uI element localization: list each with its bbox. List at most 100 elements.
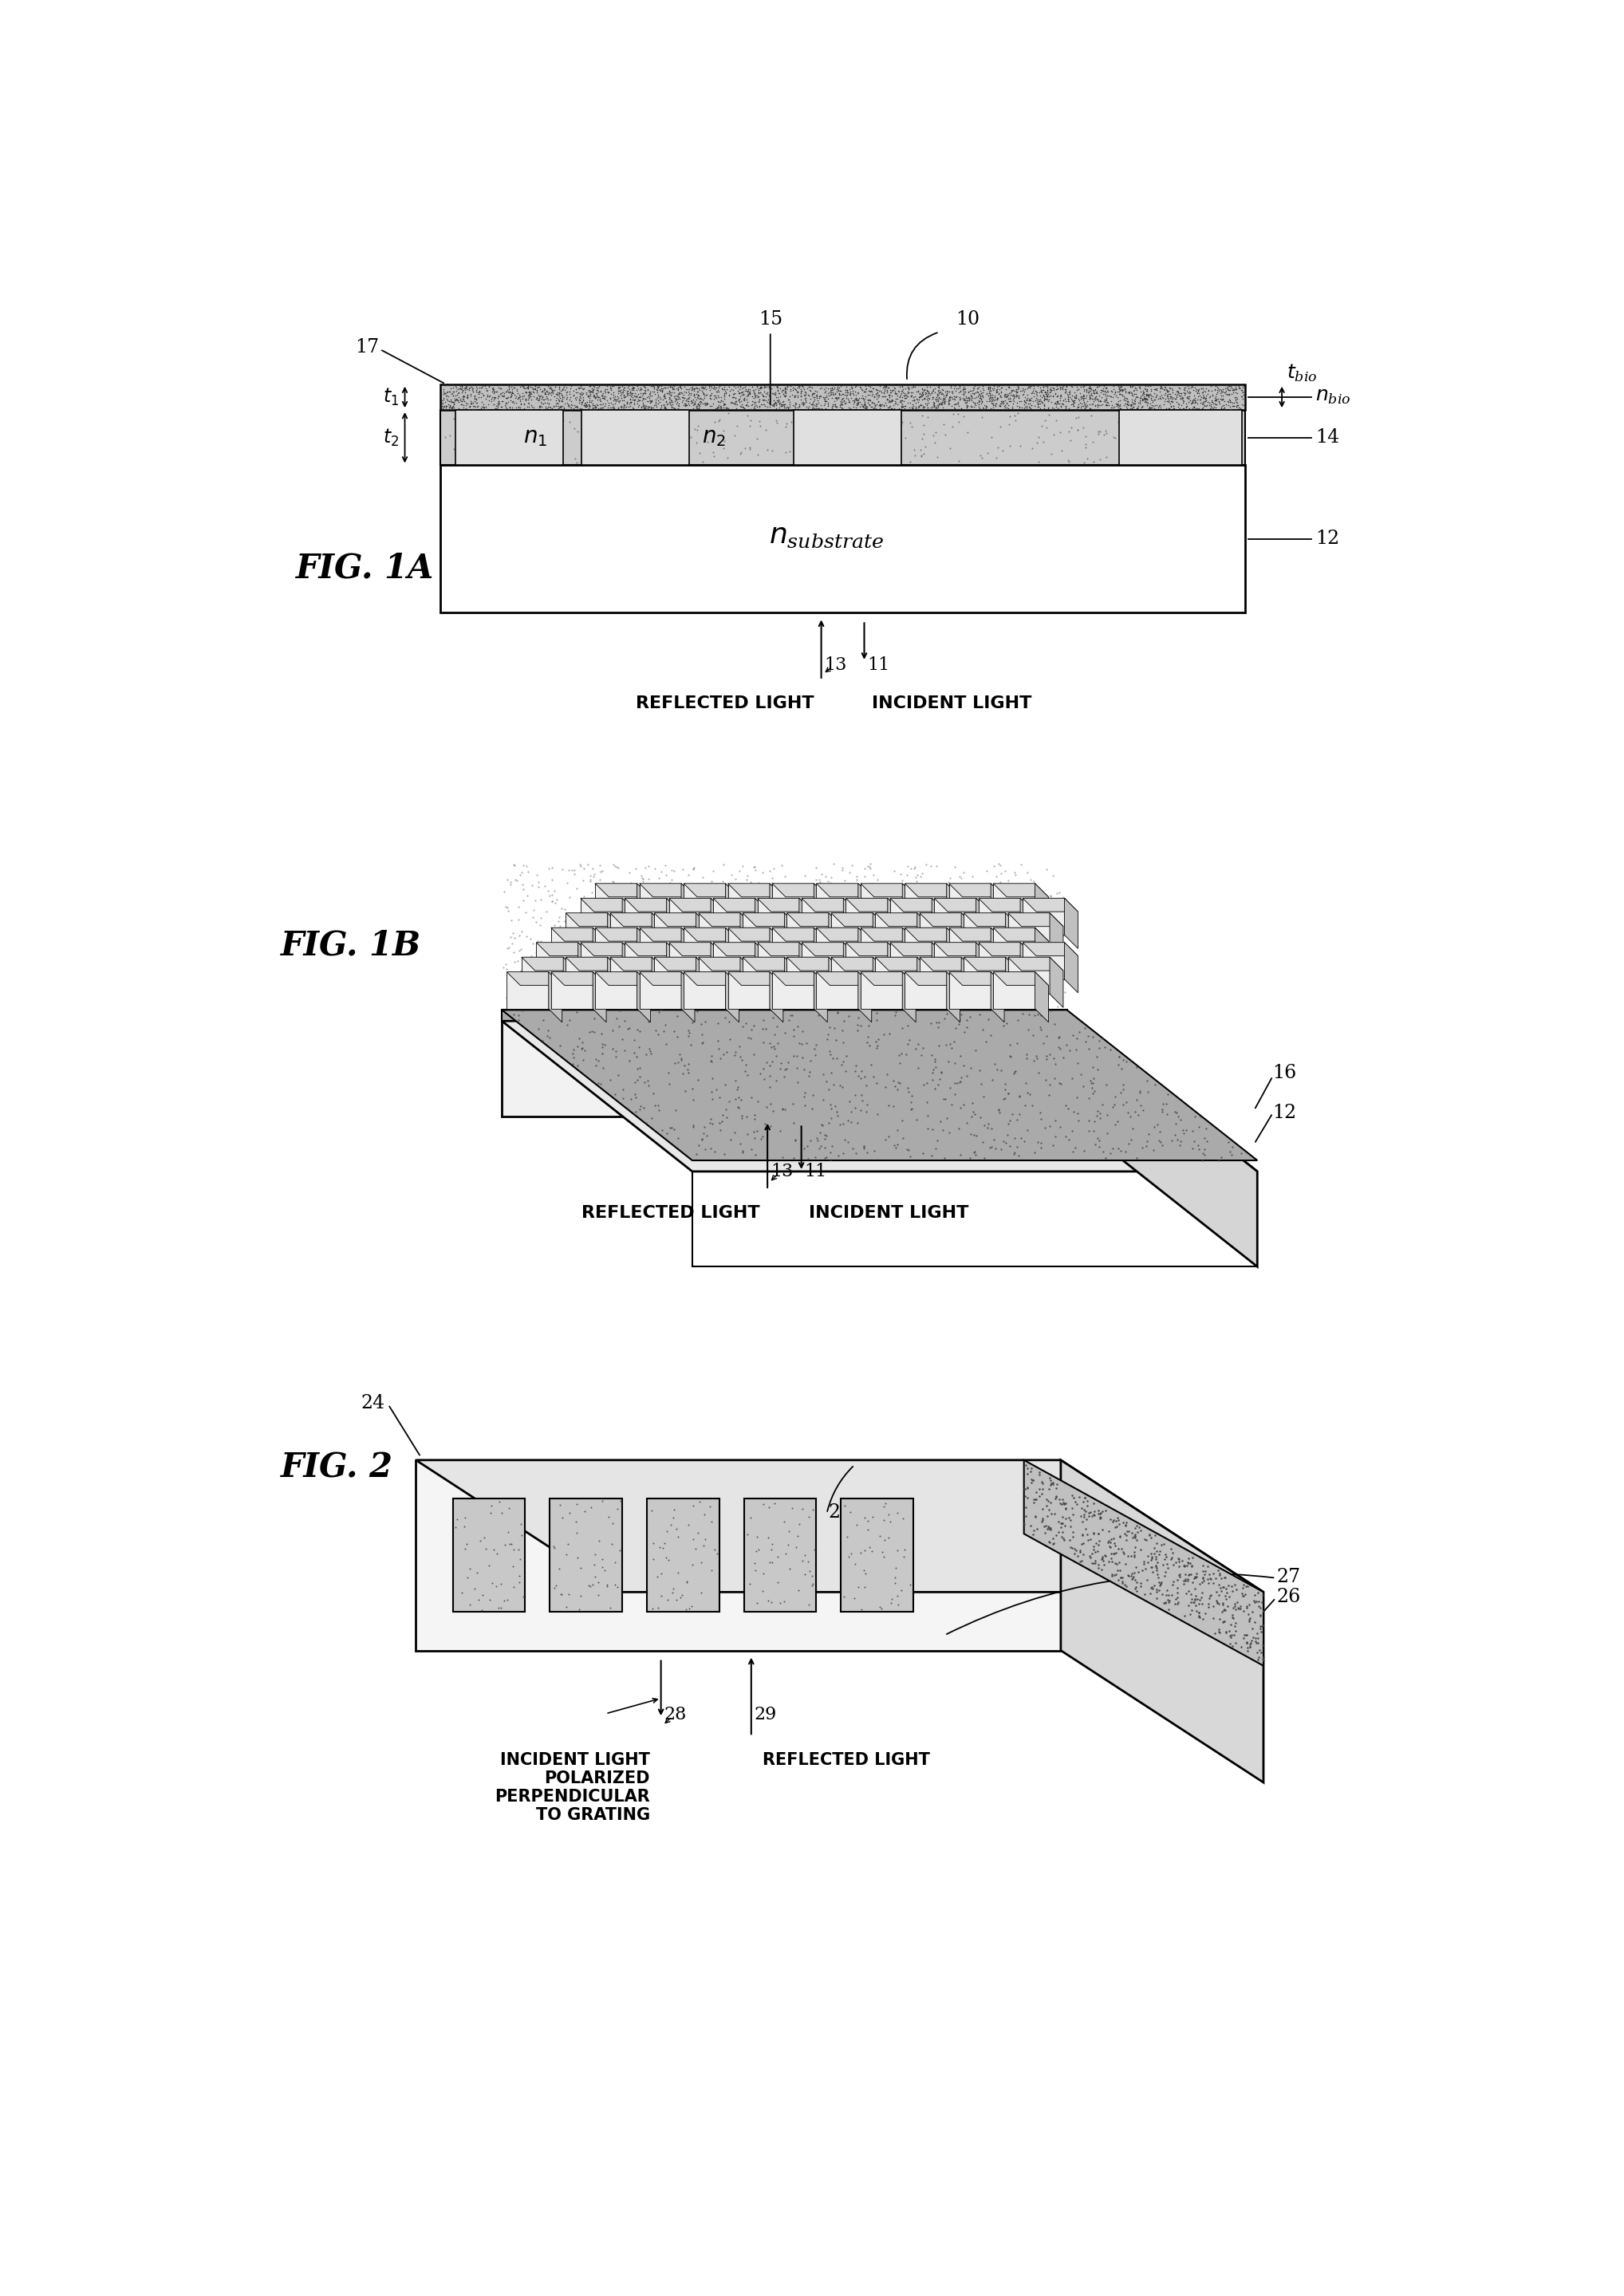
Point — [747, 370, 773, 406]
Point — [791, 377, 817, 413]
Point — [1231, 383, 1257, 420]
Point — [1135, 379, 1161, 416]
Point — [705, 372, 731, 409]
Point — [700, 367, 726, 404]
Point — [663, 381, 689, 418]
Point — [429, 390, 455, 427]
Point — [747, 388, 773, 425]
Point — [1143, 379, 1169, 416]
Point — [546, 381, 572, 418]
Point — [849, 370, 875, 406]
Point — [539, 372, 565, 409]
Point — [450, 404, 476, 441]
Point — [492, 388, 518, 425]
Point — [757, 377, 783, 413]
Point — [554, 367, 580, 404]
Point — [812, 386, 838, 422]
Point — [573, 383, 599, 420]
Point — [640, 1591, 666, 1628]
Point — [1073, 388, 1099, 425]
Point — [841, 381, 867, 418]
Point — [796, 370, 822, 406]
Point — [950, 397, 976, 434]
Point — [1043, 377, 1069, 413]
Polygon shape — [817, 971, 872, 985]
Point — [442, 390, 468, 427]
Point — [437, 388, 463, 425]
Point — [1026, 381, 1052, 418]
Point — [1044, 370, 1070, 406]
Point — [658, 1506, 684, 1543]
Point — [581, 379, 607, 416]
Point — [1199, 388, 1224, 425]
Polygon shape — [948, 971, 991, 1008]
Point — [1018, 388, 1044, 425]
Point — [749, 370, 775, 406]
Point — [828, 372, 854, 409]
Point — [515, 386, 541, 422]
Point — [693, 383, 719, 420]
Polygon shape — [755, 941, 768, 992]
Polygon shape — [1009, 914, 1064, 928]
Point — [651, 390, 677, 427]
Point — [994, 388, 1020, 425]
Point — [716, 370, 742, 406]
Point — [921, 383, 947, 420]
Point — [809, 367, 835, 404]
Point — [870, 370, 896, 406]
Point — [885, 1531, 911, 1568]
Polygon shape — [669, 898, 724, 912]
Point — [486, 367, 512, 404]
Point — [481, 372, 507, 409]
Polygon shape — [726, 928, 739, 978]
Polygon shape — [728, 971, 770, 1008]
Point — [672, 386, 698, 422]
Point — [991, 383, 1017, 420]
Point — [911, 372, 937, 409]
Point — [520, 372, 546, 409]
Point — [1160, 388, 1186, 425]
Point — [463, 367, 489, 404]
Point — [1069, 379, 1095, 416]
Point — [1130, 374, 1156, 411]
Point — [882, 381, 908, 418]
Point — [690, 377, 716, 413]
Point — [1072, 386, 1098, 422]
Point — [705, 388, 731, 425]
Point — [710, 383, 736, 420]
Point — [862, 374, 888, 411]
Point — [1103, 386, 1129, 422]
Point — [1002, 402, 1028, 439]
Point — [432, 367, 458, 404]
Point — [771, 372, 797, 409]
Point — [630, 436, 656, 473]
Point — [525, 372, 551, 409]
Point — [451, 377, 477, 413]
Point — [601, 381, 627, 418]
Point — [726, 374, 752, 411]
Point — [1174, 409, 1200, 445]
Point — [742, 377, 768, 413]
Point — [866, 383, 892, 420]
Point — [918, 377, 944, 413]
Point — [469, 411, 495, 448]
Point — [603, 1566, 628, 1603]
Point — [567, 367, 593, 404]
Point — [987, 386, 1013, 422]
Point — [818, 390, 844, 427]
Point — [997, 377, 1023, 413]
Point — [1025, 386, 1051, 422]
Point — [1129, 381, 1155, 418]
Point — [992, 381, 1018, 418]
Point — [892, 379, 918, 416]
Point — [875, 388, 901, 425]
Point — [603, 383, 628, 420]
Point — [989, 379, 1015, 416]
Point — [692, 386, 718, 422]
Polygon shape — [947, 928, 960, 978]
Point — [447, 381, 473, 418]
Point — [643, 370, 669, 406]
Point — [822, 386, 848, 422]
Point — [771, 370, 797, 406]
Text: FIG. 1A: FIG. 1A — [296, 551, 434, 585]
